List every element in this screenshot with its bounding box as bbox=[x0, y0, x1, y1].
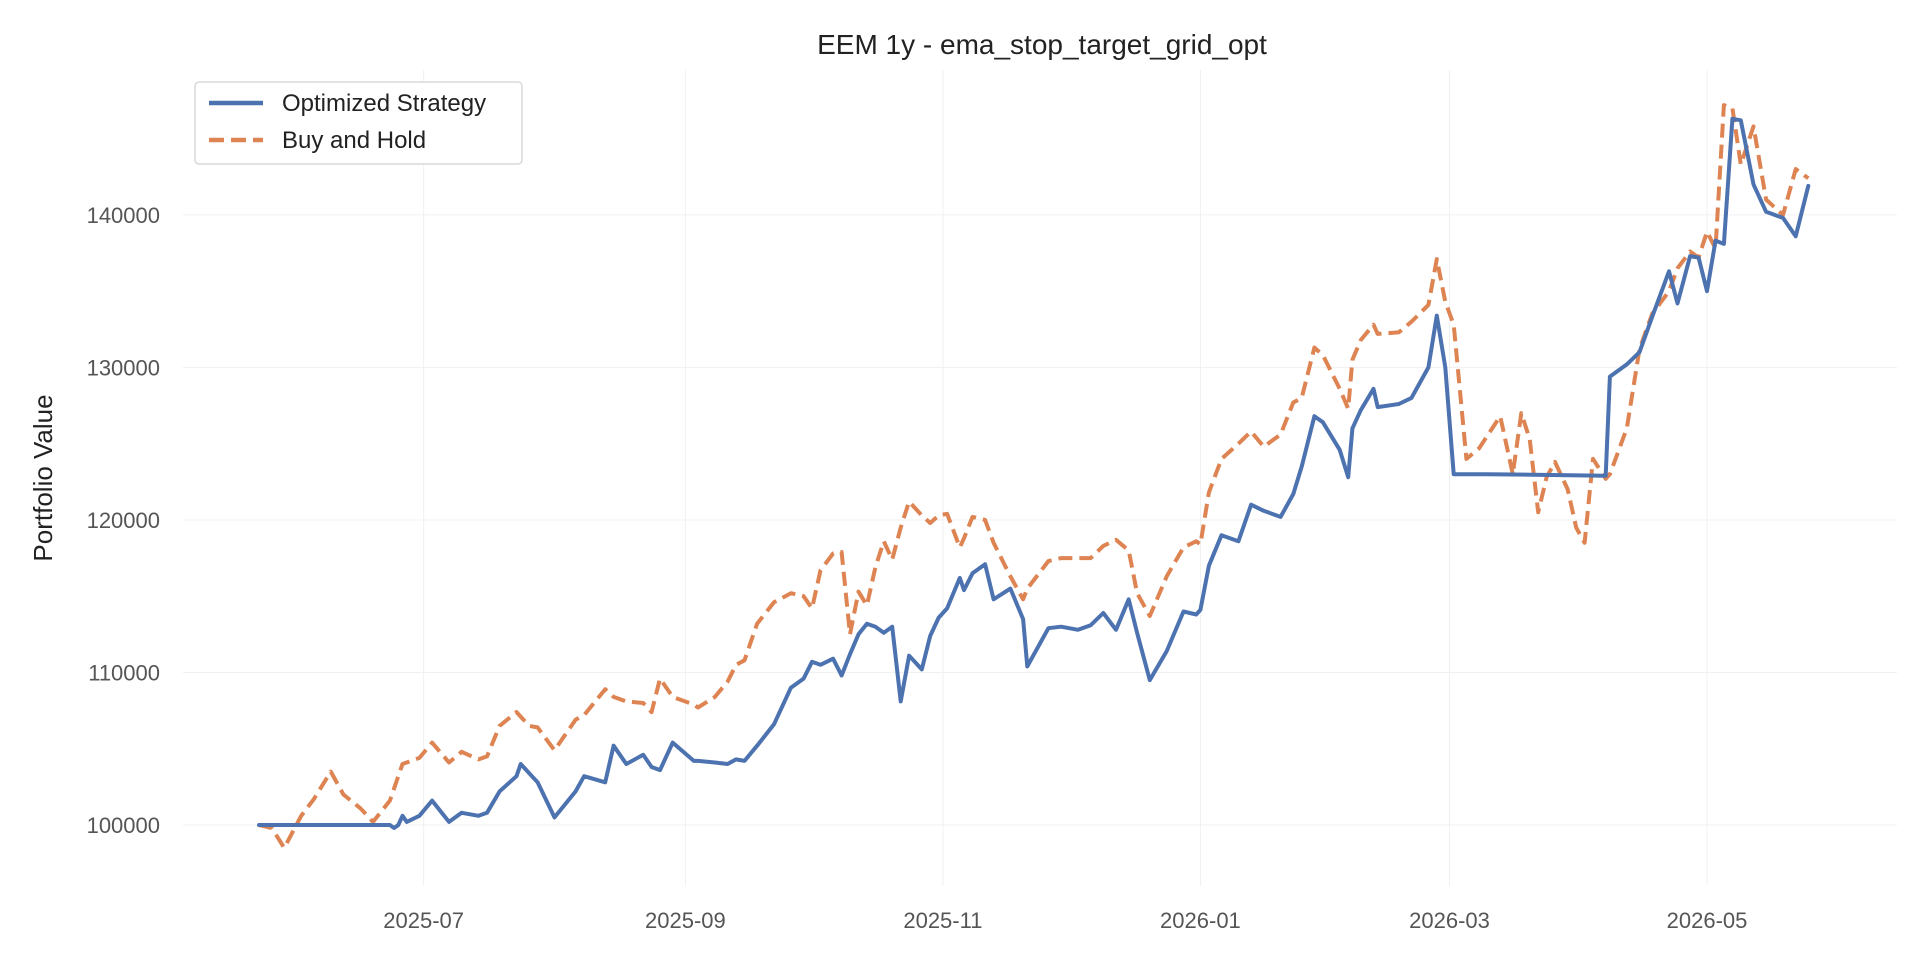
y-axis-label: Portfolio Value bbox=[28, 394, 58, 561]
y-tick-label: 130000 bbox=[87, 355, 160, 380]
x-tick-label: 2025-09 bbox=[645, 908, 726, 933]
series-line-buy-and-hold bbox=[258, 103, 1810, 850]
x-tick-label: 2026-03 bbox=[1409, 908, 1490, 933]
legend-label-buy-and-hold: Buy and Hold bbox=[282, 127, 426, 154]
x-tick-label: 2025-11 bbox=[903, 908, 982, 933]
grid bbox=[183, 70, 1897, 886]
legend-label-optimized-strategy: Optimized Strategy bbox=[282, 90, 486, 117]
y-tick-label: 110000 bbox=[88, 660, 160, 685]
y-axis: 100000 110000 120000 130000 140000 bbox=[87, 203, 160, 838]
y-tick-label: 140000 bbox=[87, 203, 160, 228]
x-tick-label: 2026-05 bbox=[1667, 908, 1748, 933]
legend: Optimized Strategy Buy and Hold bbox=[194, 81, 523, 165]
x-tick-label: 2026-01 bbox=[1160, 908, 1241, 933]
y-tick-label: 100000 bbox=[87, 813, 160, 838]
y-tick-label: 120000 bbox=[87, 508, 160, 533]
chart-title: EEM 1y - ema_stop_target_grid_opt bbox=[817, 29, 1267, 60]
x-axis: 2025-07 2025-09 2025-11 2026-01 2026-03 2026-… bbox=[383, 908, 1747, 933]
legend-box bbox=[194, 81, 523, 165]
series-line-optimized-strategy bbox=[257, 116, 1811, 830]
x-tick-label: 2025-07 bbox=[383, 908, 464, 933]
plot-area bbox=[257, 103, 1811, 850]
